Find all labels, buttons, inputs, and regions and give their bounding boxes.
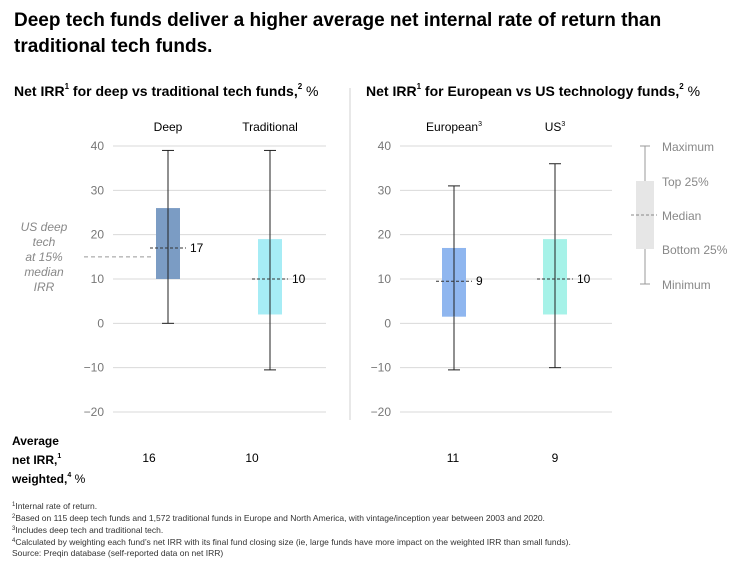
category-label: European3 <box>426 120 482 134</box>
legend-box <box>636 181 654 249</box>
left-panel-title: Net IRR1 for deep vs traditional tech fu… <box>14 82 319 99</box>
median-label: 10 <box>577 272 591 286</box>
footnote-3: 3Includes deep tech and traditional tech… <box>12 525 164 535</box>
box-plot-chart: 40 30 20 10 0 −10 −20 Deep 17 Traditional 10 US dee… <box>21 88 728 420</box>
y-tick-label: 10 <box>91 272 105 286</box>
y-tick-label: 0 <box>384 316 391 330</box>
annotation-text: IRR <box>34 280 55 294</box>
y-tick-label: 20 <box>91 228 105 242</box>
footnotes: 1Internal rate of return. 2Based on 115 … <box>12 500 571 559</box>
average-value-us: 9 <box>551 451 559 465</box>
category-label: US3 <box>545 120 566 134</box>
y-tick-label: −20 <box>84 405 105 419</box>
average-net-irr-label: Average net IRR,1 weighted,4 % <box>12 434 86 486</box>
y-tick-label: −10 <box>371 361 392 375</box>
average-value-deep: 16 <box>142 451 156 465</box>
category-label: Traditional <box>242 120 298 134</box>
annotation-text: US deep <box>21 220 68 234</box>
y-tick-label: −20 <box>371 405 392 419</box>
y-tick-label: 30 <box>91 183 105 197</box>
y-tick-label: 40 <box>378 139 392 153</box>
legend-label: Top 25% <box>662 175 709 189</box>
median-label: 17 <box>190 241 204 255</box>
median-label: 9 <box>476 274 483 288</box>
y-tick-label: 20 <box>378 228 392 242</box>
right-panel-title: Net IRR1 for European vs US technology f… <box>366 82 701 99</box>
footnote-source: Source: Preqin database (self-reported d… <box>12 548 224 558</box>
y-tick-label: 10 <box>378 272 392 286</box>
legend-label: Bottom 25% <box>662 243 728 257</box>
footnote-4: 4Calculated by weighting each fund’s net… <box>12 537 571 547</box>
annotation-text: at 15% <box>25 250 63 264</box>
legend-label: Median <box>662 209 701 223</box>
y-tick-label: 0 <box>97 316 104 330</box>
y-tick-label: 30 <box>378 183 392 197</box>
category-label: Deep <box>154 120 183 134</box>
y-tick-label: 40 <box>91 139 105 153</box>
legend-label: Maximum <box>662 140 714 154</box>
average-value-traditional: 10 <box>245 451 259 465</box>
chart-title: Deep tech funds deliver a higher average… <box>14 10 662 57</box>
footnote-1: 1Internal rate of return. <box>12 501 98 511</box>
annotation-text: median <box>24 265 64 279</box>
legend-label: Minimum <box>662 278 711 292</box>
footnote-2: 2Based on 115 deep tech funds and 1,572 … <box>12 513 545 523</box>
y-tick-label: −10 <box>84 361 105 375</box>
median-label: 10 <box>292 272 306 286</box>
average-value-european: 11 <box>446 451 460 465</box>
annotation-text: tech <box>33 235 56 249</box>
